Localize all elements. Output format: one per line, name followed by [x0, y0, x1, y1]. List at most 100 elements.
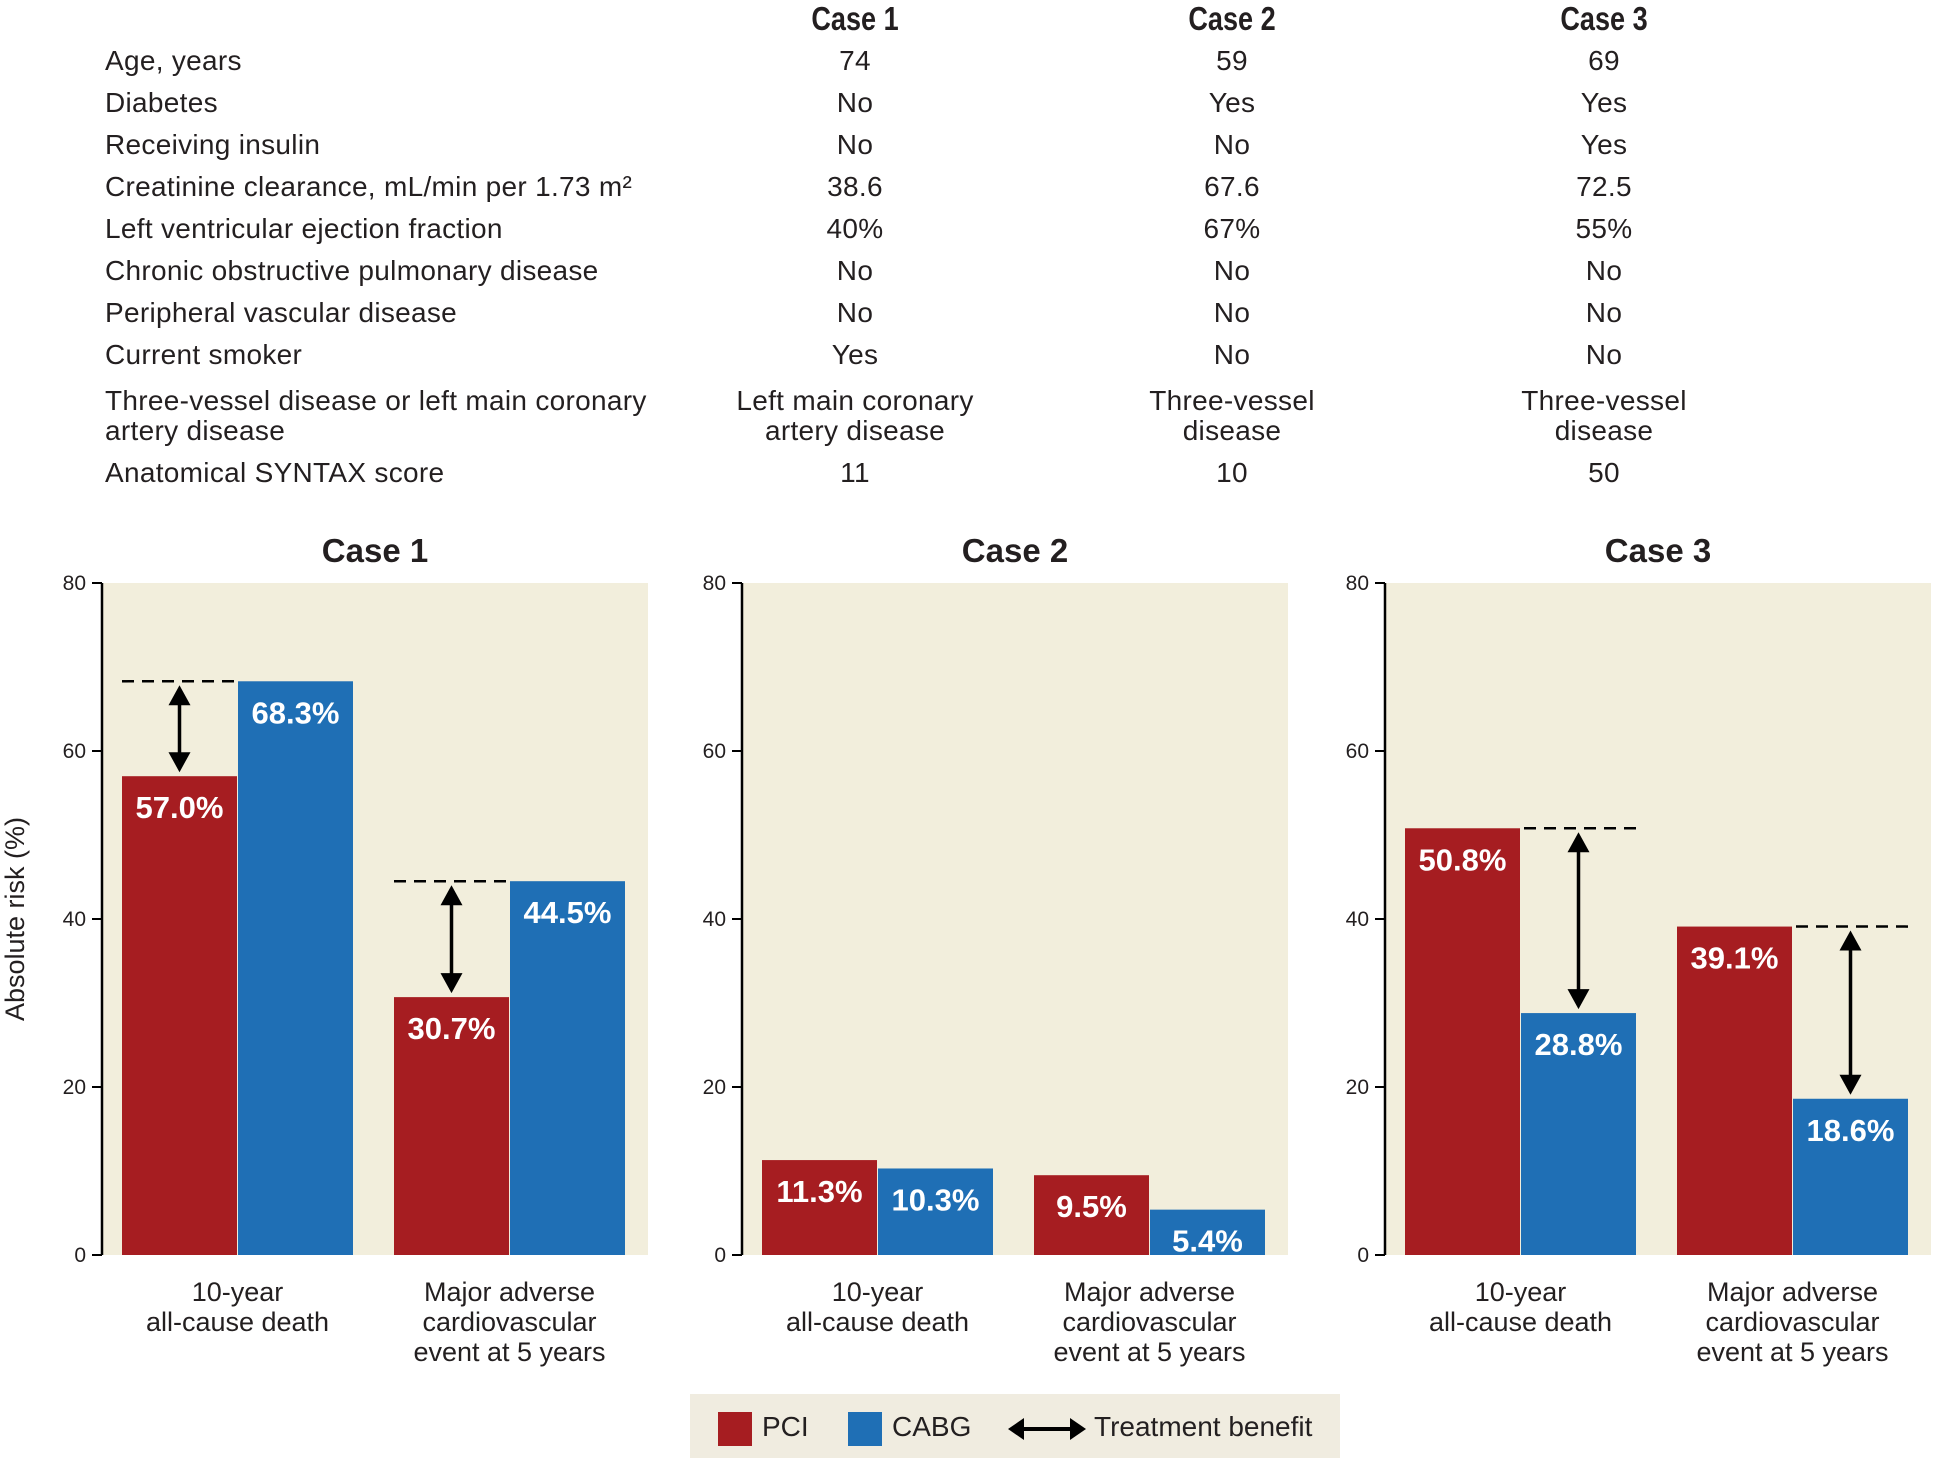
- table-cell: 11: [840, 457, 870, 488]
- y-tick-label: 60: [1346, 740, 1369, 763]
- x-category-label: event at 5 years: [413, 1337, 605, 1367]
- x-category-label: all-cause death: [146, 1307, 329, 1337]
- legend-benefit-label: Treatment benefit: [1094, 1411, 1313, 1442]
- y-tick-label: 0: [74, 1244, 86, 1267]
- table-cell: Yes: [831, 339, 879, 370]
- cabg-bar: [878, 1168, 993, 1255]
- y-tick-label: 20: [63, 1076, 86, 1099]
- table-cell: 67%: [1203, 213, 1261, 244]
- table-cell: No: [1585, 339, 1623, 370]
- pci-bar: [762, 1160, 877, 1255]
- table-row-label: Three-vessel disease or left main corona…: [105, 385, 647, 446]
- pci-value-label: 30.7%: [408, 1011, 496, 1046]
- table-case-header: Case 1: [811, 0, 899, 37]
- cabg-bar: [1521, 1013, 1636, 1255]
- table-cell: 55%: [1575, 213, 1633, 244]
- cabg-value-label: 68.3%: [252, 695, 340, 730]
- cabg-value-label: 10.3%: [892, 1182, 980, 1217]
- y-tick-label: 60: [703, 740, 726, 763]
- table-cell: 10: [1216, 457, 1248, 488]
- table-case-header: Case 3: [1560, 0, 1648, 37]
- table-cell: 40%: [826, 213, 884, 244]
- table-cell: 38.6: [827, 171, 883, 202]
- table-cell: 67.6: [1204, 171, 1260, 202]
- pci-value-label: 11.3%: [776, 1174, 862, 1209]
- table-cell: 69: [1588, 45, 1620, 76]
- table-row-label: Left ventricular ejection fraction: [105, 213, 503, 244]
- table-cell: Three-vessel disease: [1521, 385, 1687, 446]
- x-category-label: cardiovascular: [1705, 1307, 1879, 1337]
- cabg-value-label: 44.5%: [524, 895, 612, 930]
- legend-pci-swatch: [718, 1412, 752, 1446]
- chart-title: Case 3: [1605, 532, 1711, 569]
- chart-title: Case 1: [322, 532, 428, 569]
- y-tick-label: 0: [1357, 1244, 1369, 1267]
- y-axis-label: Absolute risk (%): [0, 817, 30, 1021]
- x-category-label: event at 5 years: [1696, 1337, 1888, 1367]
- table-cell: No: [1213, 255, 1251, 286]
- table-cell: 59: [1216, 45, 1248, 76]
- table-row-label: Current smoker: [105, 339, 303, 370]
- x-category-label: Major adverse: [424, 1277, 595, 1307]
- x-category-label: all-cause death: [1429, 1307, 1612, 1337]
- cabg-value-label: 18.6%: [1807, 1113, 1895, 1148]
- pci-bar: [1677, 926, 1792, 1255]
- x-category-label: cardiovascular: [1062, 1307, 1236, 1337]
- cabg-value-label: 28.8%: [1535, 1027, 1623, 1062]
- pci-bar: [394, 997, 509, 1255]
- table-cell: No: [1585, 255, 1623, 286]
- y-tick-label: 20: [703, 1076, 726, 1099]
- table-cell: 74: [839, 45, 871, 76]
- table-row-label: Creatinine clearance, mL/min per 1.73 m²: [105, 171, 633, 202]
- plot-area: [742, 583, 1288, 1255]
- table-cell: No: [836, 87, 874, 118]
- y-tick-label: 40: [63, 908, 86, 931]
- risk-bar-charts: Case 1 0 20 40 60 80 Absolute risk (%) 57.0% 68.…: [0, 532, 1931, 1367]
- x-category-label: Major adverse: [1707, 1277, 1878, 1307]
- table-cell: No: [836, 255, 874, 286]
- table-row-label: Diabetes: [105, 87, 218, 118]
- table-cell: No: [836, 129, 874, 160]
- benefit-arrow-head-up: [168, 685, 191, 706]
- benefit-arrow-head-up: [440, 885, 463, 906]
- table-cell: Yes: [1580, 129, 1628, 160]
- cabg-bar: [1150, 1209, 1265, 1255]
- y-tick-label: 80: [63, 572, 86, 595]
- pci-value-label: 57.0%: [136, 790, 224, 825]
- cabg-bar: [510, 881, 625, 1255]
- pci-value-label: 39.1%: [1691, 941, 1779, 976]
- benefit-arrow-head-up: [1567, 832, 1590, 853]
- y-tick-label: 40: [703, 908, 726, 931]
- table-cell: Three-vessel disease: [1149, 385, 1315, 446]
- y-tick-label: 40: [1346, 908, 1369, 931]
- patient-characteristics-table: Case 1 Case 2 Case 3 Age, years 74 59 69 Diabet…: [0, 0, 1948, 500]
- y-tick-label: 80: [703, 572, 726, 595]
- legend: PCI CABG Treatment benefit: [690, 1394, 1340, 1458]
- y-tick-label: 0: [714, 1244, 726, 1267]
- double-arrow-icon: [1008, 1418, 1086, 1440]
- table-cell: 72.5: [1576, 171, 1632, 202]
- legend-pci-label: PCI: [762, 1411, 809, 1442]
- table-row-label: Peripheral vascular disease: [105, 297, 458, 328]
- table-row-label: Receiving insulin: [105, 129, 321, 160]
- table-cell: Left main coronary artery disease: [736, 385, 974, 446]
- pci-bar: [1405, 828, 1520, 1255]
- y-tick-label: 20: [1346, 1076, 1369, 1099]
- cabg-value-label: 5.4%: [1172, 1224, 1243, 1259]
- table-case-header: Case 2: [1188, 0, 1276, 37]
- cabg-bar: [238, 681, 353, 1255]
- benefit-arrow-head-up: [1839, 930, 1862, 951]
- x-category-label: all-cause death: [786, 1307, 969, 1337]
- legend-cabg-label: CABG: [892, 1411, 972, 1442]
- y-tick-label: 60: [63, 740, 86, 763]
- x-category-label: cardiovascular: [422, 1307, 596, 1337]
- pci-bar: [1034, 1175, 1149, 1255]
- chart-title: Case 2: [962, 532, 1068, 569]
- table-cell: 50: [1588, 457, 1620, 488]
- x-category-label: 10-year: [1475, 1277, 1567, 1307]
- pci-value-label: 50.8%: [1419, 842, 1507, 877]
- table-cell: No: [1213, 339, 1251, 370]
- table-row-label: Age, years: [105, 45, 242, 76]
- table-cell: No: [1585, 297, 1623, 328]
- pci-value-label: 9.5%: [1056, 1189, 1127, 1224]
